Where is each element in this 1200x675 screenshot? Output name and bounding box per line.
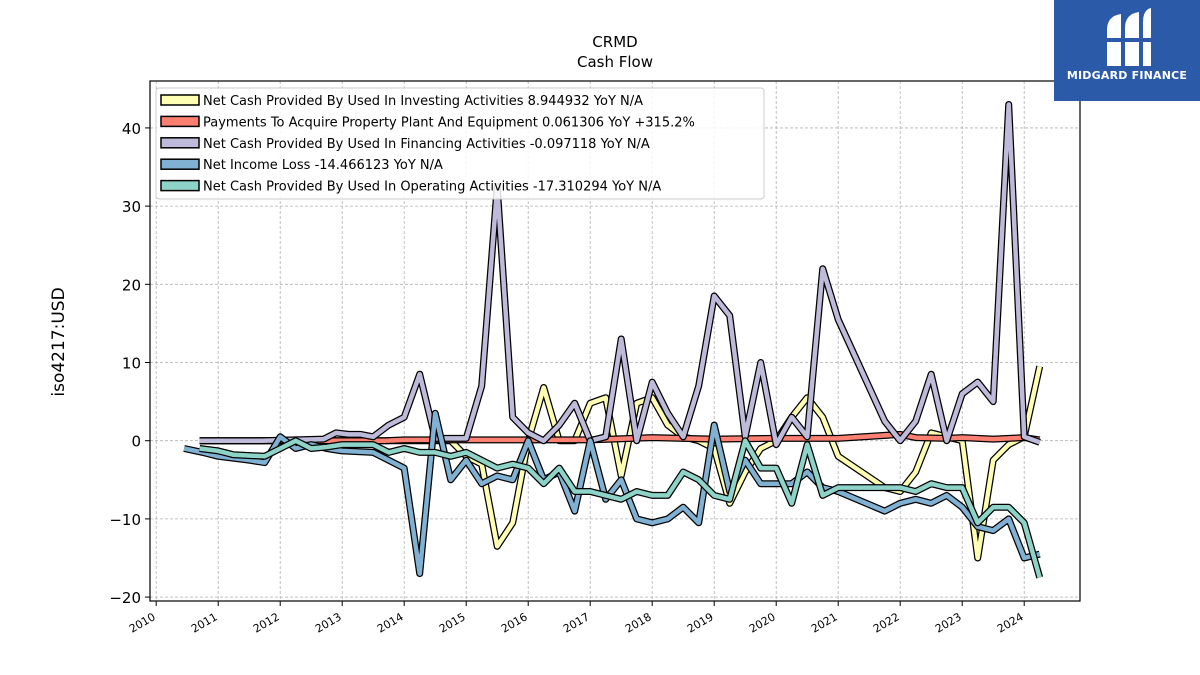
plot-frame <box>149 80 1081 602</box>
legend: Net Cash Provided By Used In Investing A… <box>155 87 765 200</box>
legend-swatch <box>160 115 200 128</box>
legend-entry: Net Cash Provided By Used In Investing A… <box>203 94 643 109</box>
midgard-m-logo-icon <box>1105 8 1153 66</box>
y-tick-label: 30 <box>122 198 141 216</box>
legend-entry: Net Cash Provided By Used In Operating A… <box>203 180 661 195</box>
y-axis-label: iso4217:USD <box>49 287 69 396</box>
legend-swatch <box>160 94 200 106</box>
y-tick-label: 40 <box>122 120 141 138</box>
legend-entry: Payments To Acquire Property Plant And E… <box>203 115 695 130</box>
y-tick-label: −10 <box>109 511 141 529</box>
y-tick-label: 20 <box>122 276 141 294</box>
series-line <box>199 438 1042 579</box>
chart-title: CRMD <box>592 33 637 51</box>
y-tick-label: 10 <box>122 355 141 373</box>
brand-logo: MIDGARD FINANCE <box>1054 0 1200 101</box>
legend-entry: Net Income Loss -14.466123 YoY N/A <box>203 158 443 173</box>
y-tick-label: 0 <box>131 433 141 451</box>
legend-swatch <box>160 179 200 192</box>
legend-swatch <box>160 158 200 170</box>
y-tick-label: −20 <box>109 589 141 607</box>
legend-box <box>155 87 765 200</box>
legend-entry: Net Cash Provided By Used In Financing A… <box>203 137 650 152</box>
chart-subtitle: Cash Flow <box>577 53 653 71</box>
series-line <box>199 102 1041 447</box>
legend-swatch <box>160 137 200 149</box>
series-lines <box>183 101 1044 579</box>
brand-name: MIDGARD FINANCE <box>1066 69 1188 82</box>
